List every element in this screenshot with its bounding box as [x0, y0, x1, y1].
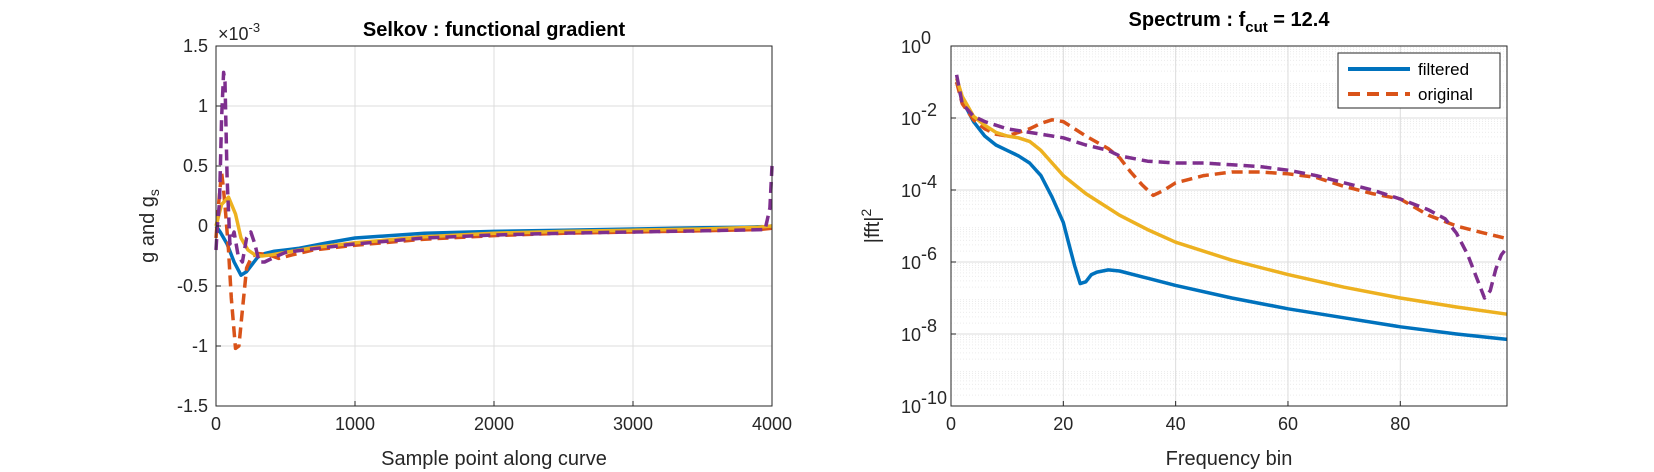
spectrum-ylabel-sup: 2 [858, 209, 874, 217]
legend-box [1337, 52, 1501, 109]
spectrum-title-suffix: = 12.4 [1268, 9, 1331, 31]
spectrum-xtick-label: 60 [1278, 414, 1298, 434]
spectrum-ytick-exponent: -2 [921, 100, 937, 120]
spectrum-ytick-label: 10 [901, 253, 921, 273]
spectrum-xtick-label: 40 [1166, 414, 1186, 434]
gradient-ytick-label: -0.5 [177, 276, 208, 296]
gradient-xtick-label: 4000 [752, 414, 792, 434]
spectrum-ytick-label: 10 [901, 109, 921, 129]
spectrum-series-line-1 [954, 81, 1508, 342]
spectrum-series-line-3 [954, 77, 1508, 316]
gradient-xtick-label: 0 [211, 414, 221, 434]
gradient-series-line-4 [214, 70, 774, 264]
gradient-ytick-label: -1 [192, 336, 208, 356]
legend-label-original: original [1418, 85, 1473, 104]
gradient-xtick-label: 2000 [474, 414, 514, 434]
gradient-lines [214, 70, 774, 351]
spectrum-title-main: Spectrum : f [1129, 9, 1246, 31]
spectrum-xlabel: Frequency bin [1166, 448, 1293, 470]
gradient-exponent-value: -3 [249, 20, 261, 35]
gradient-exponent-base: ×10 [218, 24, 249, 44]
gradient-exponent-label: ×10-3 [218, 20, 260, 44]
gradient-ticks: 0 1000 2000 3000 4000 -1.5 -1 -0.5 0 0.5 1 1.5 [177, 36, 792, 434]
spectrum-title-sub: cut [1245, 19, 1268, 36]
spectrum-series-line-2 [954, 81, 1508, 241]
gradient-ytick-label: 0.5 [183, 156, 208, 176]
gradient-ytick-label: 1.5 [183, 36, 208, 56]
gradient-ylabel-sub: s [146, 189, 162, 196]
spectrum-title: Spectrum : fcut = 12.4 [1129, 9, 1331, 36]
spectrum-ytick-label: 10 [901, 181, 921, 201]
spectrum-xtick-label: 80 [1390, 414, 1410, 434]
spectrum-ytick-exponent: -8 [921, 316, 937, 336]
gradient-xlabel: Sample point along curve [381, 448, 607, 470]
spectrum-ylabel-main: |fft| [862, 217, 884, 244]
gradient-axes: 0 1000 2000 3000 4000 -1.5 -1 -0.5 0 0.5 1 1.5 Selk… [137, 19, 792, 470]
spectrum-ytick-label: 10 [901, 325, 921, 345]
gradient-ytick-label: 0 [198, 216, 208, 236]
gradient-ylabel-main: g and g [137, 196, 159, 263]
gradient-xtick-label: 3000 [613, 414, 653, 434]
spectrum-lines [954, 74, 1509, 342]
spectrum-ytick-exponent: 0 [921, 28, 931, 48]
gradient-title: Selkov : functional gradient [363, 19, 626, 41]
spectrum-ytick-label: 10 [901, 397, 921, 417]
gradient-xtick-label: 1000 [335, 414, 375, 434]
legend-label-filtered: filtered [1418, 60, 1469, 79]
spectrum-xtick-label: 20 [1053, 414, 1073, 434]
spectrum-axis-frame [950, 45, 1508, 407]
spectrum-series-line-4 [954, 74, 1509, 300]
gradient-ytick-label: 1 [198, 96, 208, 116]
gradient-ytick-label: -1.5 [177, 396, 208, 416]
spectrum-xtick-label: 0 [946, 414, 956, 434]
spectrum-ytick-exponent: -4 [921, 172, 937, 192]
gradient-ylabel: g and gs [137, 189, 162, 263]
spectrum-ylabel: |fft|2 [858, 209, 884, 244]
spectrum-ytick-exponent: -6 [921, 244, 937, 264]
spectrum-legend: filtered original [1337, 52, 1501, 109]
spectrum-ytick-exponent: -10 [921, 388, 947, 408]
spectrum-ytick-label: 10 [901, 37, 921, 57]
